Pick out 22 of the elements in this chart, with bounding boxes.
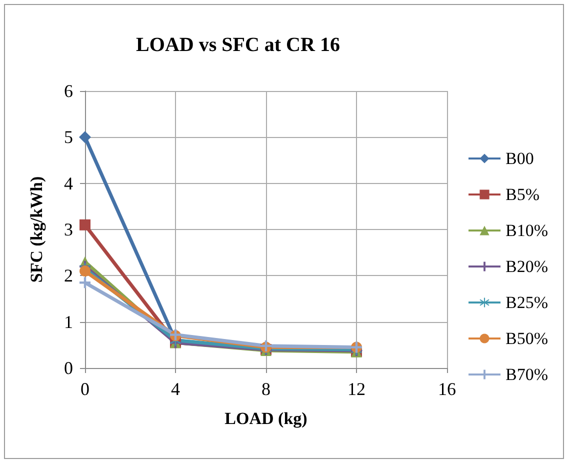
legend-label: B20%	[506, 257, 548, 276]
chart-title: LOAD vs SFC at CR 16	[136, 34, 340, 56]
y-tick-label: 0	[64, 358, 73, 378]
y-tick-label: 1	[64, 312, 73, 332]
x-tick-label: 0	[80, 379, 90, 399]
x-tick-label: 16	[438, 379, 456, 399]
y-tick-label: 4	[64, 173, 73, 194]
legend-label: B50%	[506, 329, 548, 348]
legend-label: B10%	[506, 221, 548, 240]
y-axis-title: SFC (kg/kWh)	[27, 176, 46, 283]
x-tick-label: 12	[348, 379, 366, 399]
legend-label: B25%	[506, 293, 548, 312]
y-tick-label: 3	[64, 220, 73, 240]
legend-label: B00	[506, 149, 534, 168]
y-tick-label: 6	[64, 81, 73, 101]
legend-label: B5%	[506, 185, 540, 204]
legend-label: B70%	[506, 365, 548, 384]
y-tick-label: 5	[64, 127, 73, 148]
x-axis-title: LOAD (kg)	[224, 409, 308, 428]
y-tick-label: 2	[64, 266, 73, 286]
x-tick-label: 8	[262, 379, 270, 399]
x-tick-label: 4	[171, 379, 180, 399]
